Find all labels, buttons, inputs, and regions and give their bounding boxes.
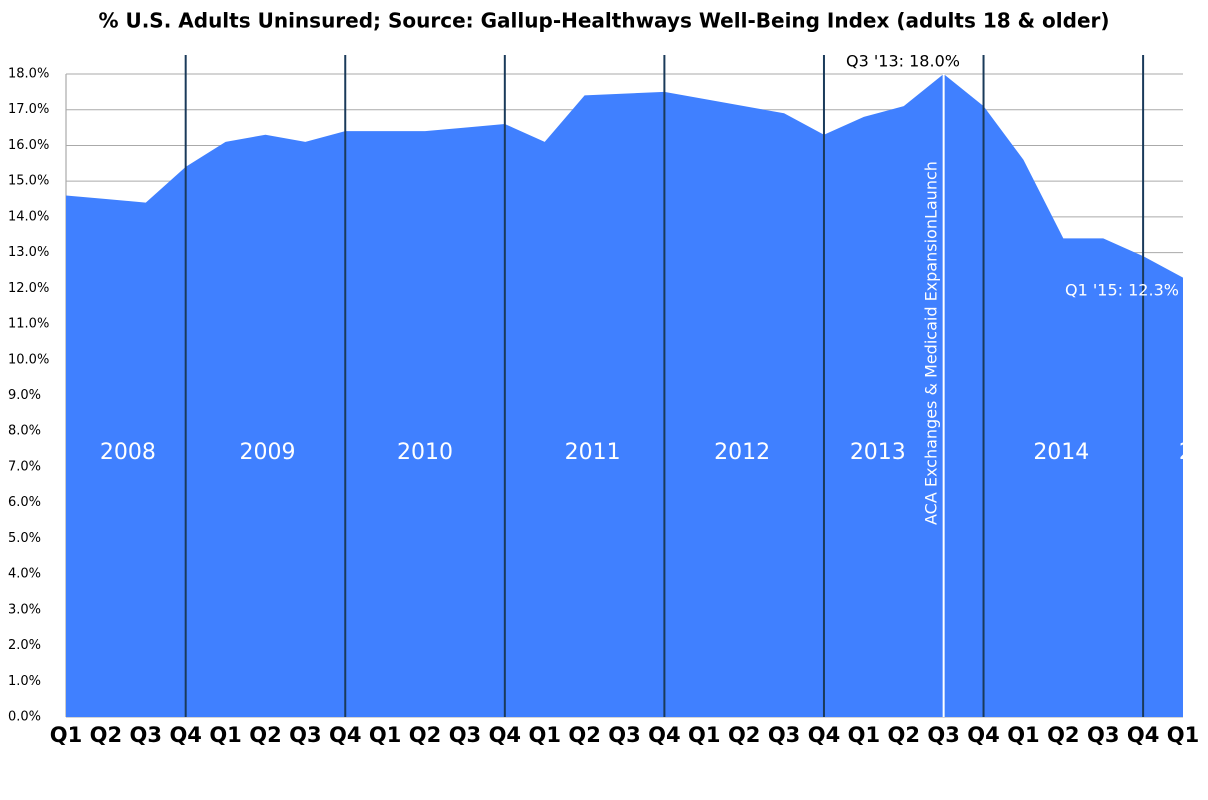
y-tick-label: 1.0% — [8, 674, 41, 689]
x-tick-label: Q3 — [449, 723, 481, 747]
x-tick-label: Q1 — [1007, 723, 1039, 747]
y-tick-label: 14.0% — [8, 209, 49, 224]
x-tick-label: Q3 — [1087, 723, 1119, 747]
year-label: 2009 — [239, 440, 295, 465]
x-tick-label: Q1 — [209, 723, 241, 747]
y-tick-label: 9.0% — [8, 388, 41, 403]
y-tick-label: 5.0% — [8, 531, 41, 546]
x-tick-label: Q3 — [927, 723, 959, 747]
x-tick-label: Q4 — [489, 723, 521, 747]
y-tick-label: 8.0% — [8, 424, 41, 439]
y-tick-label: 4.0% — [8, 567, 41, 582]
y-tick-label: 10.0% — [8, 352, 49, 367]
y-tick-label: 6.0% — [8, 495, 41, 510]
year-label: 2008 — [100, 440, 156, 465]
x-tick-label: Q1 — [50, 723, 82, 747]
x-tick-label: Q3 — [289, 723, 321, 747]
x-tick-label: Q2 — [1047, 723, 1079, 747]
x-tick-label: Q2 — [568, 723, 600, 747]
y-tick-label: 11.0% — [8, 317, 49, 332]
last-annotation: Q1 '15: 12.3% — [1065, 281, 1179, 300]
y-tick-label: 16.0% — [8, 138, 49, 153]
x-tick-label: Q4 — [169, 723, 201, 747]
x-tick-label: Q1 — [1167, 723, 1199, 747]
year-label: 2014 — [1033, 440, 1089, 465]
x-tick-label: Q4 — [808, 723, 840, 747]
year-label: 2012 — [714, 440, 770, 465]
aca-annotation: ACA Exchanges & Medicaid ExpansionLaunch — [922, 161, 941, 525]
x-tick-label: Q3 — [130, 723, 162, 747]
area — [66, 74, 1183, 717]
x-tick-label: Q1 — [688, 723, 720, 747]
y-tick-label: 3.0% — [8, 602, 41, 617]
x-tick-label: Q1 — [528, 723, 560, 747]
x-tick-label: Q2 — [409, 723, 441, 747]
year-label: 2013 — [850, 440, 906, 465]
x-tick-label: Q2 — [728, 723, 760, 747]
x-tick-label: Q2 — [888, 723, 920, 747]
x-tick-label: Q3 — [608, 723, 640, 747]
y-tick-label: 15.0% — [8, 174, 49, 189]
x-tick-label: Q1 — [369, 723, 401, 747]
x-tick-label: Q2 — [249, 723, 281, 747]
x-tick-label: Q4 — [967, 723, 999, 747]
year-label: 2011 — [565, 440, 621, 465]
y-tick-label: 13.0% — [8, 245, 49, 260]
y-tick-label: 18.0% — [8, 67, 49, 82]
x-tick-label: Q4 — [1127, 723, 1159, 747]
peak-annotation: Q3 '13: 18.0% — [846, 52, 960, 71]
x-tick-label: Q4 — [648, 723, 680, 747]
y-tick-label: 17.0% — [8, 102, 49, 117]
y-tick-label: 0.0% — [8, 710, 41, 725]
y-tick-label: 12.0% — [8, 281, 49, 296]
chart-title: % U.S. Adults Uninsured; Source: Gallup-… — [98, 9, 1109, 33]
y-tick-label: 2.0% — [8, 638, 41, 653]
x-tick-label: Q2 — [90, 723, 122, 747]
x-tick-label: Q1 — [848, 723, 880, 747]
y-tick-label: 7.0% — [8, 459, 41, 474]
x-tick-label: Q4 — [329, 723, 361, 747]
year-label: 2010 — [397, 440, 453, 465]
x-tick-label: Q3 — [768, 723, 800, 747]
year-label: 2015 — [1179, 440, 1208, 465]
